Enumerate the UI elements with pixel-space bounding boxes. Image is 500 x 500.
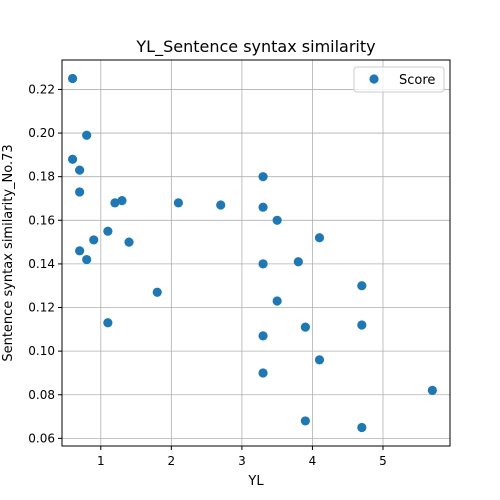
data-point (258, 331, 268, 341)
plot-frame (61, 59, 451, 447)
data-point (75, 187, 85, 197)
data-point (357, 320, 367, 330)
chart-title: YL_Sentence syntax similarity (135, 37, 375, 57)
data-point (427, 385, 437, 395)
data-point (272, 296, 282, 306)
data-point (103, 226, 113, 236)
data-point (258, 172, 268, 182)
y-tick-label: 0.16 (28, 213, 55, 227)
grid (62, 60, 450, 446)
y-tick-label: 0.06 (28, 431, 55, 445)
data-point (216, 200, 226, 210)
y-tick-label: 0.10 (28, 344, 55, 358)
data-point (258, 202, 268, 212)
data-point (124, 237, 134, 247)
data-point (300, 416, 310, 426)
data-point (173, 198, 183, 208)
data-point (258, 368, 268, 378)
data-point (314, 355, 325, 365)
data-point (75, 246, 85, 256)
data-point (110, 198, 120, 208)
data-point (67, 73, 78, 84)
data-point (103, 318, 113, 328)
data-point (89, 235, 99, 245)
ticks: 1 2 3 4 5 0.06 0.08 0.10 0.12 0.14 0.16 0.18 0.20 0.2… (28, 82, 387, 468)
x-tick-label: 1 (97, 454, 105, 468)
data-point (152, 287, 162, 297)
legend: Score (353, 66, 445, 93)
y-tick-label: 0.12 (28, 301, 55, 315)
data-point (67, 154, 78, 164)
data-point (82, 130, 92, 140)
x-tick-label: 5 (379, 454, 387, 468)
data-points (67, 73, 437, 433)
legend-marker-score (369, 74, 379, 84)
y-tick-label: 0.08 (28, 388, 55, 402)
x-tick-label: 2 (168, 454, 176, 468)
y-axis-label: Sentence syntax similarity_No.73 (1, 144, 16, 361)
legend-box (353, 66, 445, 93)
y-tick-label: 0.22 (28, 82, 55, 96)
y-tick-label: 0.20 (28, 126, 55, 140)
data-point (357, 422, 367, 433)
x-tick-label: 4 (309, 454, 317, 468)
data-point (314, 233, 325, 243)
data-point (82, 254, 92, 265)
x-axis-label: YL (247, 474, 264, 489)
data-point (75, 165, 85, 175)
data-point (258, 259, 268, 269)
legend-label-score: Score (399, 73, 435, 88)
y-tick-label: 0.14 (28, 257, 55, 271)
data-point (117, 196, 127, 206)
data-point (357, 281, 367, 291)
data-point (300, 322, 310, 332)
data-point (293, 257, 303, 267)
data-point (272, 215, 282, 225)
y-tick-label: 0.18 (28, 170, 55, 184)
x-tick-label: 3 (238, 454, 246, 468)
